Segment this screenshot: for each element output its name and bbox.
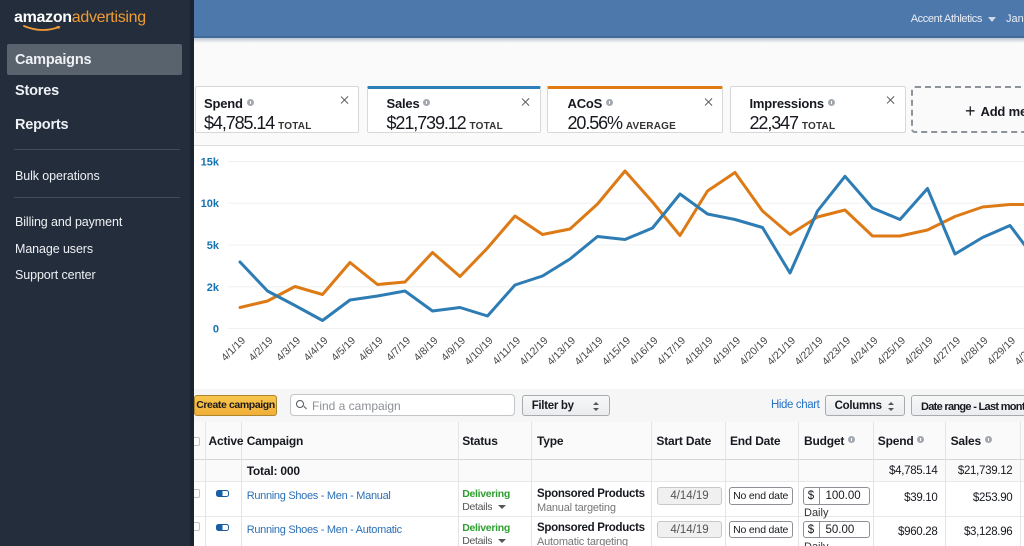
svg-text:4/6/19: 4/6/19: [356, 335, 385, 364]
svg-text:4/21/19: 4/21/19: [765, 335, 798, 368]
svg-text:4/24/19: 4/24/19: [847, 335, 880, 368]
svg-text:4/12/19: 4/12/19: [517, 335, 550, 368]
svg-text:4/11/19: 4/11/19: [490, 335, 523, 368]
svg-text:4/25/19: 4/25/19: [875, 335, 908, 368]
svg-text:4/18/19: 4/18/19: [682, 335, 715, 368]
svg-text:4/8/19: 4/8/19: [411, 335, 440, 364]
svg-text:4/29/19: 4/29/19: [985, 335, 1018, 368]
svg-text:4/23/19: 4/23/19: [820, 335, 853, 368]
svg-text:4/19/19: 4/19/19: [710, 335, 743, 368]
svg-text:4/27/19: 4/27/19: [930, 335, 963, 368]
svg-text:15k: 15k: [201, 157, 220, 169]
svg-text:4/3/19: 4/3/19: [274, 335, 303, 364]
svg-text:4/1/19: 4/1/19: [219, 335, 248, 364]
svg-text:4/28/19: 4/28/19: [957, 335, 990, 368]
svg-text:4/5/19: 4/5/19: [329, 335, 358, 364]
svg-text:0: 0: [213, 324, 219, 336]
svg-text:4/13/19: 4/13/19: [545, 335, 578, 368]
svg-text:4/17/19: 4/17/19: [655, 335, 688, 368]
svg-text:4/7/19: 4/7/19: [384, 335, 413, 364]
svg-text:4/26/19: 4/26/19: [902, 335, 935, 368]
svg-text:4/16/19: 4/16/19: [627, 335, 660, 368]
svg-text:4/2/19: 4/2/19: [246, 335, 275, 364]
svg-text:2k: 2k: [207, 282, 220, 294]
svg-text:4/22/19: 4/22/19: [792, 335, 825, 368]
svg-text:5k: 5k: [207, 240, 220, 252]
svg-text:4/10/19: 4/10/19: [462, 335, 495, 368]
svg-text:4/15/19: 4/15/19: [600, 335, 633, 368]
svg-text:4/20/19: 4/20/19: [737, 335, 770, 368]
svg-text:10k: 10k: [201, 198, 220, 210]
svg-text:4/4/19: 4/4/19: [301, 335, 330, 364]
svg-text:4/14/19: 4/14/19: [572, 335, 605, 368]
